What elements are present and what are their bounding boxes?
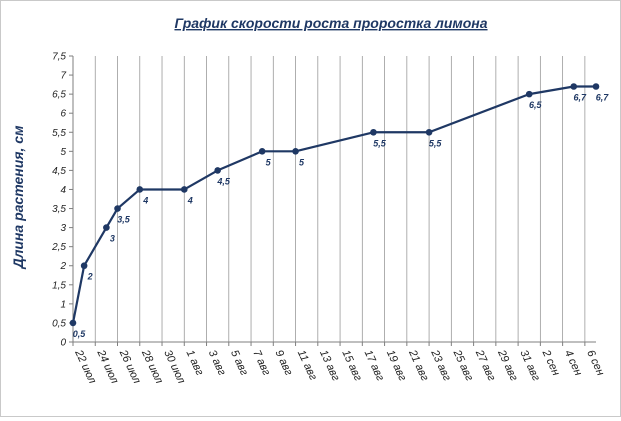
y-tick-label: 0 bbox=[60, 338, 66, 349]
x-tick-label: 4 сен bbox=[562, 348, 584, 377]
data-label: 5,5 bbox=[373, 138, 387, 148]
y-tick-label: 1 bbox=[60, 299, 66, 310]
data-point bbox=[114, 205, 121, 212]
x-tick-label: 29 авг bbox=[495, 347, 520, 383]
x-tick-label: 25 авг bbox=[450, 347, 475, 383]
y-tick-label: 3 bbox=[60, 223, 66, 234]
x-tick-label: 3 авг bbox=[206, 348, 228, 378]
x-tick-label: 2 сен bbox=[539, 347, 562, 377]
series-line-path bbox=[71, 85, 598, 325]
y-tick-label: 2 bbox=[59, 261, 66, 272]
data-label: 6,7 bbox=[573, 93, 587, 103]
data-point bbox=[80, 262, 88, 270]
data-point bbox=[592, 83, 600, 90]
data-point bbox=[570, 83, 578, 90]
data-point bbox=[370, 128, 377, 136]
data-label: 4 bbox=[142, 195, 148, 205]
data-label: 6,7 bbox=[596, 93, 610, 103]
data-label: 5 bbox=[299, 157, 305, 167]
y-tick-label: 7,5 bbox=[52, 52, 66, 63]
data-point bbox=[425, 128, 433, 136]
x-tick-label: 17 авг bbox=[362, 348, 387, 383]
x-tick-label: 21 авг bbox=[406, 347, 431, 383]
x-tick-label: 31 авг bbox=[517, 348, 542, 383]
data-point bbox=[525, 90, 533, 98]
data-label: 3,5 bbox=[117, 215, 131, 225]
data-point bbox=[69, 319, 77, 327]
x-tick-label: 13 авг bbox=[317, 348, 342, 383]
data-point bbox=[180, 186, 188, 193]
y-tick-label: 4,5 bbox=[52, 166, 66, 177]
x-tick-label: 9 авг bbox=[273, 348, 295, 378]
x-tick-label: 22 июл bbox=[72, 347, 98, 385]
y-axis-label: Длина растения, см bbox=[10, 125, 26, 269]
data-point bbox=[214, 167, 221, 174]
data-label: 2 bbox=[87, 272, 93, 282]
y-tick-label: 5 bbox=[60, 147, 66, 158]
chart-title: График скорости роста проростка лимона bbox=[174, 15, 487, 31]
y-tick-label: 6 bbox=[60, 109, 66, 120]
data-label: 5 bbox=[266, 157, 272, 167]
data-label: 5,5 bbox=[429, 138, 443, 148]
y-tick-label: 6,5 bbox=[52, 90, 66, 101]
data-label: 3 bbox=[110, 234, 115, 244]
data-point bbox=[103, 224, 110, 231]
data-points bbox=[69, 83, 600, 327]
data-label: 4 bbox=[187, 195, 193, 205]
data-labels: 0,5 2 33,5 4 4 4,5 5 5 5,5 5,5 6,5 6,7 6,7 bbox=[73, 93, 610, 339]
data-label: 6,5 bbox=[529, 100, 543, 110]
x-tick-label: 6 сен bbox=[584, 348, 606, 377]
axes bbox=[69, 55, 596, 346]
data-label: 0,5 bbox=[73, 329, 87, 339]
x-tick-label: 27 авг bbox=[472, 347, 497, 383]
y-tick-label: 0,5 bbox=[52, 318, 66, 329]
x-tick-label: 19 авг bbox=[384, 348, 409, 383]
series-line bbox=[71, 85, 598, 325]
x-tick-label: 1 авг bbox=[184, 348, 206, 378]
grid-lines bbox=[72, 56, 586, 342]
data-point bbox=[292, 148, 299, 155]
y-tick-label: 5,5 bbox=[52, 128, 66, 139]
y-tick-label: 4 bbox=[60, 185, 66, 196]
data-label: 4,5 bbox=[216, 176, 231, 186]
y-tick-label: 7 bbox=[60, 71, 66, 82]
y-tick-labels: 0 0,5 1 1,5 2 2,5 3 3,5 4 4,5 5 5,5 6 6,5 7 7,5 bbox=[51, 52, 66, 349]
x-tick-label: 15 авг bbox=[339, 348, 364, 383]
y-tick-label: 3,5 bbox=[52, 204, 66, 215]
y-tick-label: 1,5 bbox=[52, 280, 66, 291]
data-point bbox=[136, 186, 144, 193]
x-tick-label: 23 авг bbox=[428, 347, 453, 383]
x-tick-label: 11 авг bbox=[295, 348, 320, 382]
y-tick-label: 2,5 bbox=[51, 242, 66, 253]
data-point bbox=[258, 148, 266, 155]
x-tick-label: 5 авг bbox=[228, 348, 250, 378]
x-tick-label: 7 авг bbox=[250, 348, 272, 378]
